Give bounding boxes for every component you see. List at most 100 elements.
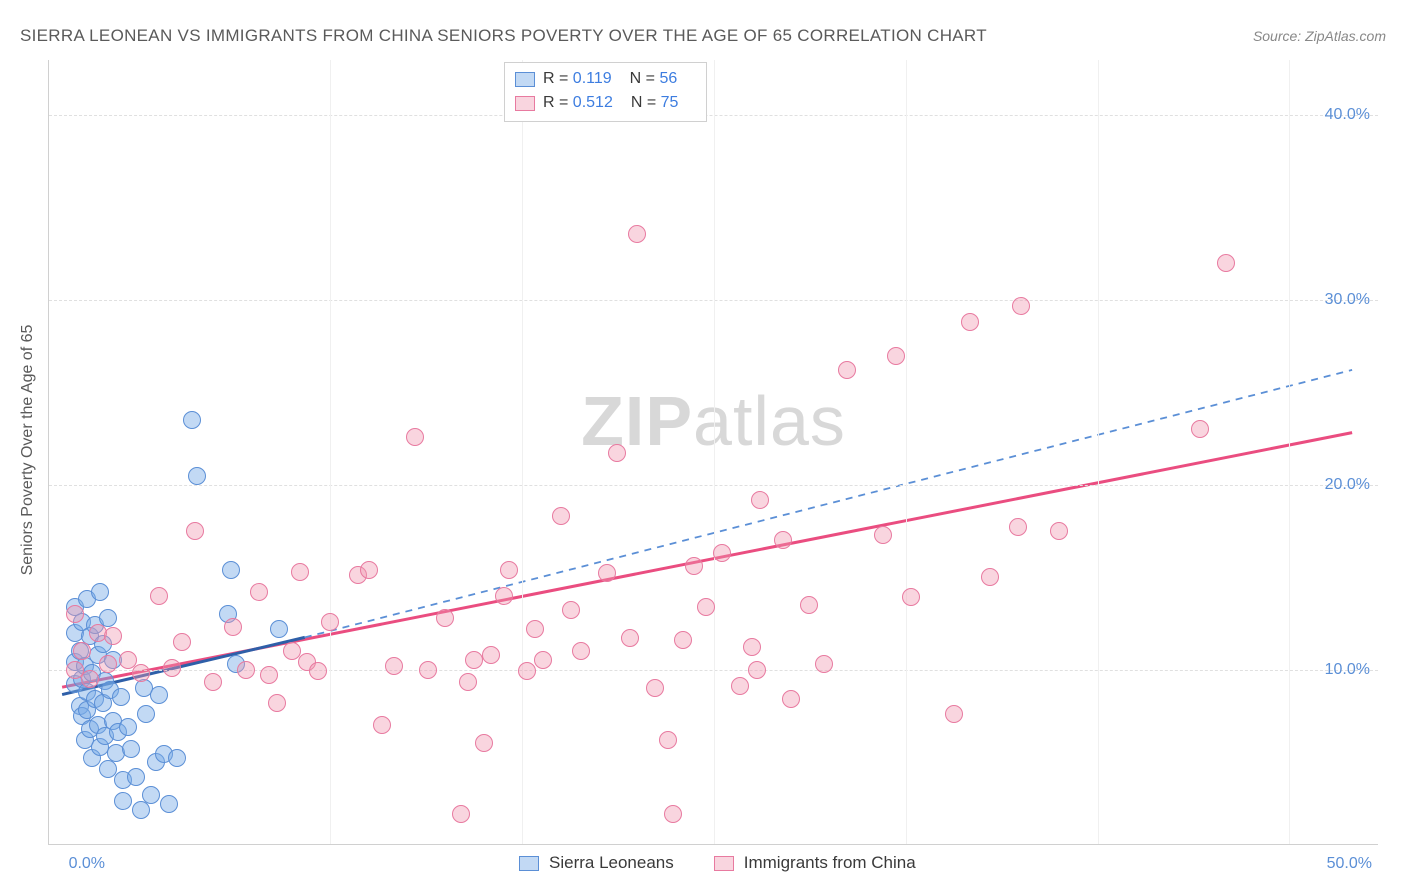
scatter-point — [104, 627, 122, 645]
source-attribution: Source: ZipAtlas.com — [1253, 28, 1386, 44]
scatter-point — [385, 657, 403, 675]
scatter-point — [562, 601, 580, 619]
scatter-point — [815, 655, 833, 673]
scatter-point — [945, 705, 963, 723]
scatter-point — [713, 544, 731, 562]
scatter-point — [99, 655, 117, 673]
legend-swatch — [515, 96, 535, 111]
y-tick-label: 30.0% — [1325, 291, 1370, 309]
scatter-plot-area: ZIPatlas 10.0%20.0%30.0%40.0%0.0%50.0%R … — [48, 60, 1378, 845]
scatter-point — [309, 662, 327, 680]
scatter-point — [150, 686, 168, 704]
stats-legend-row: R = 0.119N = 56 — [515, 67, 696, 91]
scatter-point — [150, 587, 168, 605]
scatter-point — [183, 411, 201, 429]
scatter-point — [526, 620, 544, 638]
scatter-point — [874, 526, 892, 544]
scatter-point — [1009, 518, 1027, 536]
scatter-point — [495, 587, 513, 605]
scatter-point — [452, 805, 470, 823]
chart-title: SIERRA LEONEAN VS IMMIGRANTS FROM CHINA … — [20, 26, 987, 46]
gridline-v — [906, 60, 907, 844]
scatter-point — [132, 664, 150, 682]
gridline-v — [1098, 60, 1099, 844]
scatter-point — [127, 768, 145, 786]
legend-label: Sierra Leoneans — [549, 853, 674, 873]
scatter-point — [406, 428, 424, 446]
gridline-v — [330, 60, 331, 844]
scatter-point — [224, 618, 242, 636]
scatter-point — [1217, 254, 1235, 272]
scatter-point — [1050, 522, 1068, 540]
scatter-point — [268, 694, 286, 712]
scatter-point — [250, 583, 268, 601]
scatter-point — [436, 609, 454, 627]
scatter-point — [321, 613, 339, 631]
scatter-point — [902, 588, 920, 606]
scatter-point — [621, 629, 639, 647]
scatter-point — [628, 225, 646, 243]
scatter-point — [748, 661, 766, 679]
scatter-point — [122, 740, 140, 758]
scatter-point — [608, 444, 626, 462]
scatter-point — [188, 467, 206, 485]
scatter-point — [981, 568, 999, 586]
scatter-point — [112, 688, 130, 706]
scatter-point — [838, 361, 856, 379]
scatter-point — [114, 792, 132, 810]
legend-swatch — [519, 856, 539, 871]
y-tick-label: 20.0% — [1325, 476, 1370, 494]
series-legend: Sierra Leoneans Immigrants from China — [519, 853, 916, 873]
y-tick-label: 10.0% — [1325, 661, 1370, 679]
scatter-point — [534, 651, 552, 669]
scatter-point — [751, 491, 769, 509]
scatter-point — [664, 805, 682, 823]
scatter-point — [173, 633, 191, 651]
y-tick-label: 40.0% — [1325, 106, 1370, 124]
scatter-point — [674, 631, 692, 649]
scatter-point — [598, 564, 616, 582]
scatter-point — [685, 557, 703, 575]
scatter-point — [360, 561, 378, 579]
scatter-point — [419, 661, 437, 679]
scatter-point — [270, 620, 288, 638]
scatter-point — [260, 666, 278, 684]
stats-legend-row: R = 0.512N = 75 — [515, 91, 696, 115]
x-tick-label: 0.0% — [69, 855, 105, 873]
scatter-point — [646, 679, 664, 697]
scatter-point — [774, 531, 792, 549]
scatter-point — [500, 561, 518, 579]
scatter-point — [81, 670, 99, 688]
scatter-point — [373, 716, 391, 734]
scatter-point — [697, 598, 715, 616]
scatter-point — [465, 651, 483, 669]
legend-swatch — [515, 72, 535, 87]
scatter-point — [887, 347, 905, 365]
scatter-point — [572, 642, 590, 660]
scatter-point — [163, 659, 181, 677]
legend-label: Immigrants from China — [744, 853, 916, 873]
legend-swatch — [714, 856, 734, 871]
scatter-point — [186, 522, 204, 540]
scatter-point — [659, 731, 677, 749]
y-axis-title: Seniors Poverty Over the Age of 65 — [19, 325, 37, 576]
scatter-point — [142, 786, 160, 804]
x-tick-label: 50.0% — [1327, 855, 1372, 873]
scatter-point — [291, 563, 309, 581]
scatter-point — [160, 795, 178, 813]
scatter-point — [66, 605, 84, 623]
scatter-point — [237, 661, 255, 679]
gridline-v — [714, 60, 715, 844]
scatter-point — [782, 690, 800, 708]
scatter-point — [731, 677, 749, 695]
scatter-point — [73, 642, 91, 660]
scatter-point — [800, 596, 818, 614]
scatter-point — [1191, 420, 1209, 438]
gridline-v — [522, 60, 523, 844]
gridline-v — [1289, 60, 1290, 844]
scatter-point — [137, 705, 155, 723]
scatter-point — [204, 673, 222, 691]
scatter-point — [518, 662, 536, 680]
scatter-point — [475, 734, 493, 752]
scatter-point — [459, 673, 477, 691]
